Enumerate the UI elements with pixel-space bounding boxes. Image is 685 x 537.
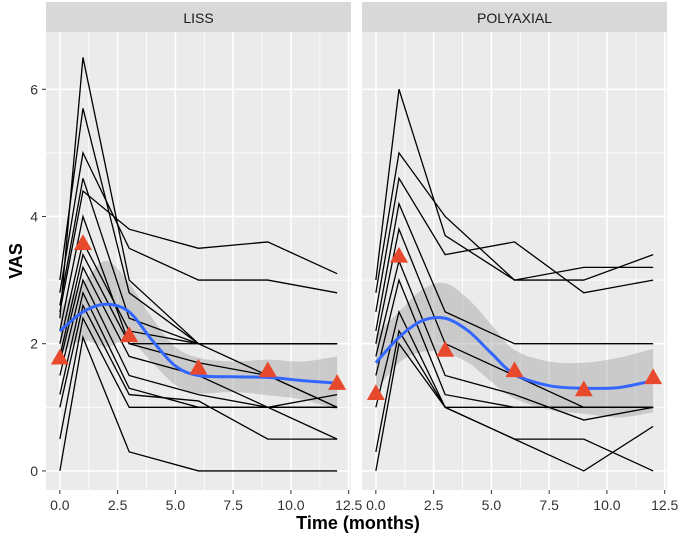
patient-line-12	[59, 150, 338, 294]
patient-line-10	[375, 89, 654, 281]
x-tick-label: 12.5	[335, 497, 362, 513]
x-tick-label: 0.0	[366, 497, 386, 513]
mean-marker	[73, 234, 92, 250]
patient-lines-liss	[59, 57, 338, 472]
mean-markers-liss	[50, 234, 347, 390]
patient-line-5	[375, 258, 654, 421]
patient-line-13	[59, 108, 338, 408]
mean-marker	[574, 380, 593, 397]
mean-marker	[389, 246, 408, 263]
strip-label-polyaxial: POLYAXIAL	[477, 10, 552, 26]
patient-line-2	[59, 316, 338, 440]
mean-marker	[120, 326, 139, 343]
smooth-fit-line	[58, 302, 338, 385]
x-axis-title: Time (months)	[296, 513, 420, 533]
y-tick-label: 4	[30, 208, 38, 224]
x-tick-label: 5.0	[166, 497, 186, 513]
x-axis-polyaxial: 0.0 2.5 5.0 7.5 10.0 12.5	[366, 490, 679, 513]
gridlines-liss	[46, 32, 351, 490]
patient-line-6	[375, 226, 654, 408]
smooth-curve-polyaxial	[374, 315, 654, 391]
x-axis-liss: 0.0 2.5 5.0 7.5 10.0 12.5	[50, 490, 363, 513]
x-tick-label: 7.5	[223, 497, 243, 513]
patient-line-9	[375, 151, 654, 293]
patient-lines-polyaxial	[375, 89, 654, 472]
x-tick-label: 12.5	[651, 497, 678, 513]
x-tick-label: 7.5	[539, 497, 559, 513]
y-axis: 0 2 4 6	[30, 81, 46, 479]
mean-marker	[258, 361, 277, 378]
x-tick-label: 5.0	[482, 497, 502, 513]
strip-liss	[46, 2, 351, 32]
smooth-fit-line	[374, 315, 654, 391]
strip-polyaxial	[362, 2, 667, 32]
patient-line-14	[59, 57, 338, 345]
mean-marker	[189, 358, 208, 375]
panel-background-liss	[46, 32, 351, 490]
patient-line-7	[375, 201, 654, 345]
strip-label-liss: LISS	[183, 10, 213, 26]
x-tick-label: 2.5	[424, 497, 444, 513]
mean-marker	[436, 341, 455, 357]
mean-markers-polyaxial	[366, 246, 663, 401]
patient-line-2	[375, 329, 654, 472]
patient-line-1	[59, 334, 338, 472]
patient-line-5	[59, 278, 338, 408]
patient-line-10	[59, 189, 338, 313]
patient-line-6	[59, 265, 338, 408]
mean-marker	[366, 384, 385, 401]
panel-background-polyaxial	[362, 32, 667, 490]
smooth-curve-liss	[58, 302, 338, 385]
x-tick-label: 10.0	[593, 497, 620, 513]
y-tick-label: 2	[30, 336, 38, 352]
x-tick-label: 0.0	[50, 497, 70, 513]
panel-polyaxial: POLYAXIAL	[362, 2, 667, 490]
x-tick-label: 2.5	[108, 497, 128, 513]
panel-liss: LISS	[46, 2, 351, 490]
mean-marker	[50, 348, 69, 365]
y-tick-label: 6	[30, 81, 38, 97]
y-tick-label: 0	[30, 463, 38, 479]
x-tick-label: 10.0	[277, 497, 304, 513]
y-axis-title: VAS	[6, 243, 26, 279]
mean-marker	[328, 374, 347, 390]
mean-marker	[505, 361, 524, 378]
mean-marker	[644, 368, 663, 385]
